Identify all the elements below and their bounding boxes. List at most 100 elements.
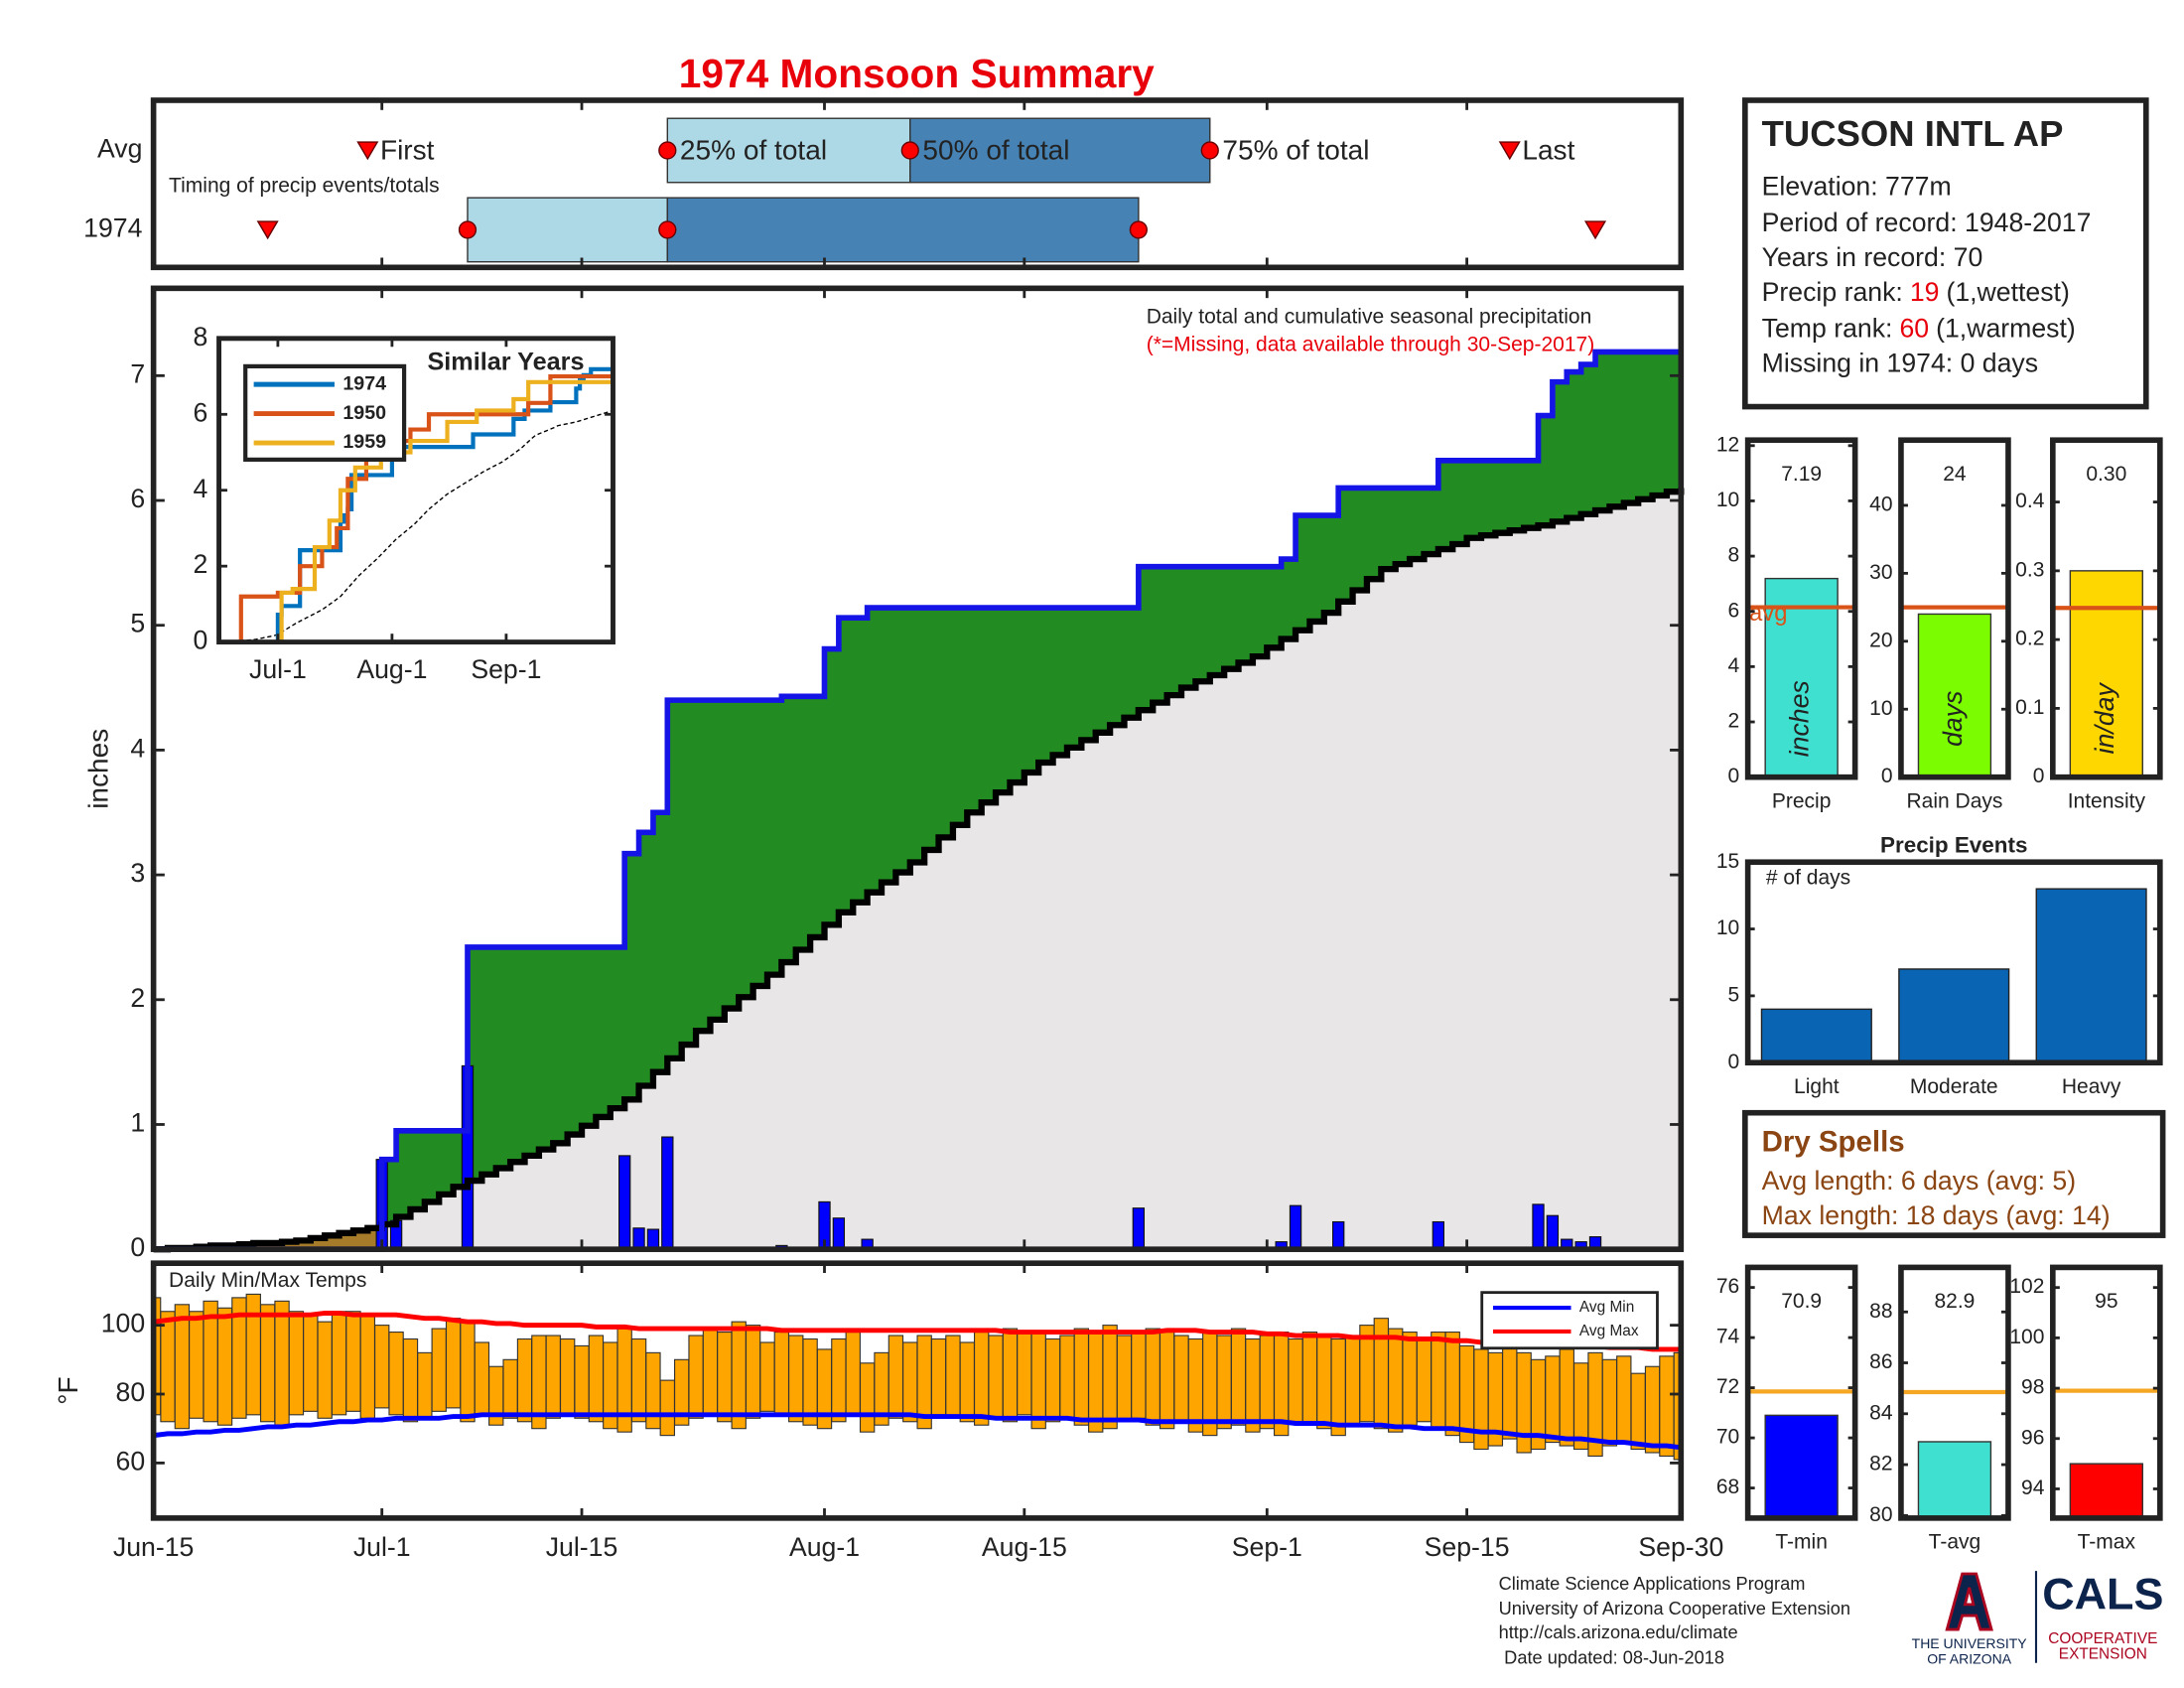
bar — [2069, 1463, 2143, 1519]
logo-text: THE UNIVERSITY — [1912, 1635, 2028, 1651]
y-tick-label: 84 — [1869, 1401, 1893, 1424]
temp-bar — [1187, 1337, 1204, 1433]
temp-bar — [1630, 1372, 1646, 1451]
x-tick-label: Jul-1 — [249, 654, 307, 684]
y-tick-label: 100 — [2009, 1326, 2044, 1348]
x-label: Precip — [1772, 789, 1832, 812]
temp-bar — [1073, 1328, 1090, 1426]
bar — [1760, 1008, 1872, 1063]
temp-bar — [274, 1300, 290, 1426]
y-tick-label: 5 — [130, 609, 145, 638]
temp-bar — [1288, 1337, 1303, 1423]
legend-label: 1950 — [342, 402, 386, 424]
y-tick-label: 0 — [1881, 765, 1893, 787]
plot-frame — [216, 336, 615, 645]
daily-bar — [646, 1228, 660, 1250]
value-label: 70.9 — [1781, 1290, 1822, 1313]
temp-bar — [345, 1311, 361, 1412]
y-tick-label: 100 — [101, 1309, 145, 1338]
station-line: Elevation: 777m — [1762, 171, 1952, 201]
temp-bar — [303, 1314, 319, 1412]
timing-box-late — [909, 117, 1211, 184]
x-tick-label: Jul-15 — [546, 1532, 618, 1562]
y-tick-label: 20 — [1869, 629, 1892, 651]
daily-bar — [1532, 1203, 1545, 1250]
station-line: Precip rank: 19 (1,wettest) — [1762, 277, 2070, 307]
temp-bar — [431, 1328, 447, 1412]
marker-label: 25% of total — [680, 134, 827, 165]
plot-frame — [1744, 1264, 1858, 1521]
x-tick-label: Jul-1 — [353, 1532, 411, 1562]
value-label: 95 — [2095, 1290, 2117, 1313]
temp-bar — [1616, 1355, 1632, 1444]
percentile-marker — [900, 141, 919, 160]
rank-label: Precip rank: — [1762, 277, 1903, 307]
similar-year-line — [218, 379, 614, 644]
temp-bar — [745, 1325, 761, 1419]
rank-label: Temp rank: — [1762, 313, 1893, 343]
panel-title: Daily Min/Max Temps — [169, 1269, 366, 1292]
inset-title: Similar Years — [427, 349, 584, 376]
temp-bar — [474, 1341, 490, 1416]
y-tick-label: 80 — [1869, 1503, 1892, 1526]
station-line: Missing in 1974: 0 days — [1762, 349, 2038, 378]
temp-bar — [245, 1293, 261, 1416]
temp-bar — [1259, 1335, 1275, 1430]
temp-bar — [189, 1311, 205, 1419]
daily-bar — [618, 1155, 631, 1250]
y-tick-label: 0.1 — [2015, 696, 2044, 719]
legend-label: 1959 — [342, 431, 386, 453]
daily-bar — [1546, 1214, 1560, 1250]
plot-frame — [1898, 1264, 2011, 1521]
dry-spells-line: Avg length: 6 days (avg: 5) — [1762, 1166, 2076, 1196]
chart-title: Precip Events — [1880, 833, 2027, 858]
bar — [1898, 968, 2010, 1063]
avg-label: avg — [1749, 600, 1787, 627]
rank-note: (1,wettest) — [1946, 277, 2069, 307]
y-tick-label: 0.3 — [2015, 558, 2044, 581]
rank-value: 60 — [1899, 313, 1929, 343]
y-tick-label: 40 — [1869, 492, 1892, 515]
value-label: 24 — [1943, 463, 1967, 486]
dry-spells-line: Max length: 18 days (avg: 14) — [1762, 1200, 2111, 1230]
temp-bar — [887, 1335, 904, 1419]
y-tick-label: 80 — [116, 1377, 146, 1407]
logo-text: OF ARIZONA — [1927, 1651, 2012, 1667]
temp-bar — [388, 1332, 404, 1416]
avg-temp-line — [153, 1412, 1682, 1451]
temp-bar — [331, 1311, 347, 1416]
legend-label: 1974 — [342, 372, 386, 394]
y-tick-label: 94 — [2021, 1477, 2045, 1499]
y-tick-label: 0 — [2033, 765, 2045, 787]
percentile-marker — [658, 220, 677, 239]
annotation: Timing of precip events/totals — [169, 175, 440, 198]
x-tick-label: Aug-1 — [356, 654, 427, 684]
y-tick-label: 2 — [1728, 710, 1740, 733]
temp-bar — [973, 1332, 990, 1426]
temp-bar — [402, 1337, 419, 1423]
x-tick-label: Sep-1 — [471, 654, 541, 684]
annotation: # of days — [1766, 867, 1850, 890]
percentile-marker — [458, 220, 478, 239]
x-tick-label: Light — [1794, 1075, 1840, 1098]
avg-cumulative-line — [153, 488, 1685, 1253]
temp-bar — [1545, 1355, 1561, 1444]
y-tick-label: 0 — [193, 626, 207, 655]
event-marker — [356, 141, 379, 161]
temp-bar — [802, 1337, 818, 1426]
temp-bar — [174, 1304, 191, 1430]
daily-bar — [661, 1136, 674, 1250]
event-marker — [1584, 220, 1607, 240]
percentile-marker — [1200, 141, 1219, 160]
temp-bar — [1316, 1335, 1332, 1430]
temp-bar — [1102, 1325, 1118, 1430]
temp-bar — [160, 1311, 176, 1423]
timing-box-early — [467, 197, 669, 263]
x-tick-label: Jun-15 — [113, 1532, 194, 1562]
temp-bar — [1444, 1332, 1460, 1437]
plot-frame — [1744, 437, 1858, 780]
temp-bar — [1388, 1328, 1404, 1433]
x-tick-label: Sep-15 — [1425, 1532, 1510, 1562]
plot-frame — [2050, 1264, 2163, 1521]
